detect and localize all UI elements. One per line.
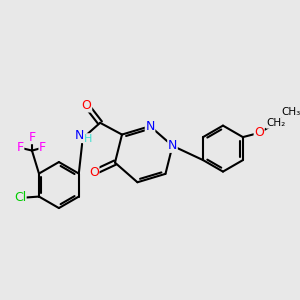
Text: Cl: Cl <box>14 191 26 205</box>
Text: O: O <box>254 126 264 140</box>
Text: F: F <box>16 141 24 154</box>
Text: CH₂: CH₂ <box>266 118 286 128</box>
Text: F: F <box>39 141 46 154</box>
Text: CH₃: CH₃ <box>282 107 300 117</box>
Text: O: O <box>82 99 92 112</box>
Text: N: N <box>168 139 177 152</box>
Text: O: O <box>89 166 99 179</box>
Text: F: F <box>28 130 35 144</box>
Text: H: H <box>84 134 92 144</box>
Text: N: N <box>146 120 155 133</box>
Text: N: N <box>75 130 84 142</box>
